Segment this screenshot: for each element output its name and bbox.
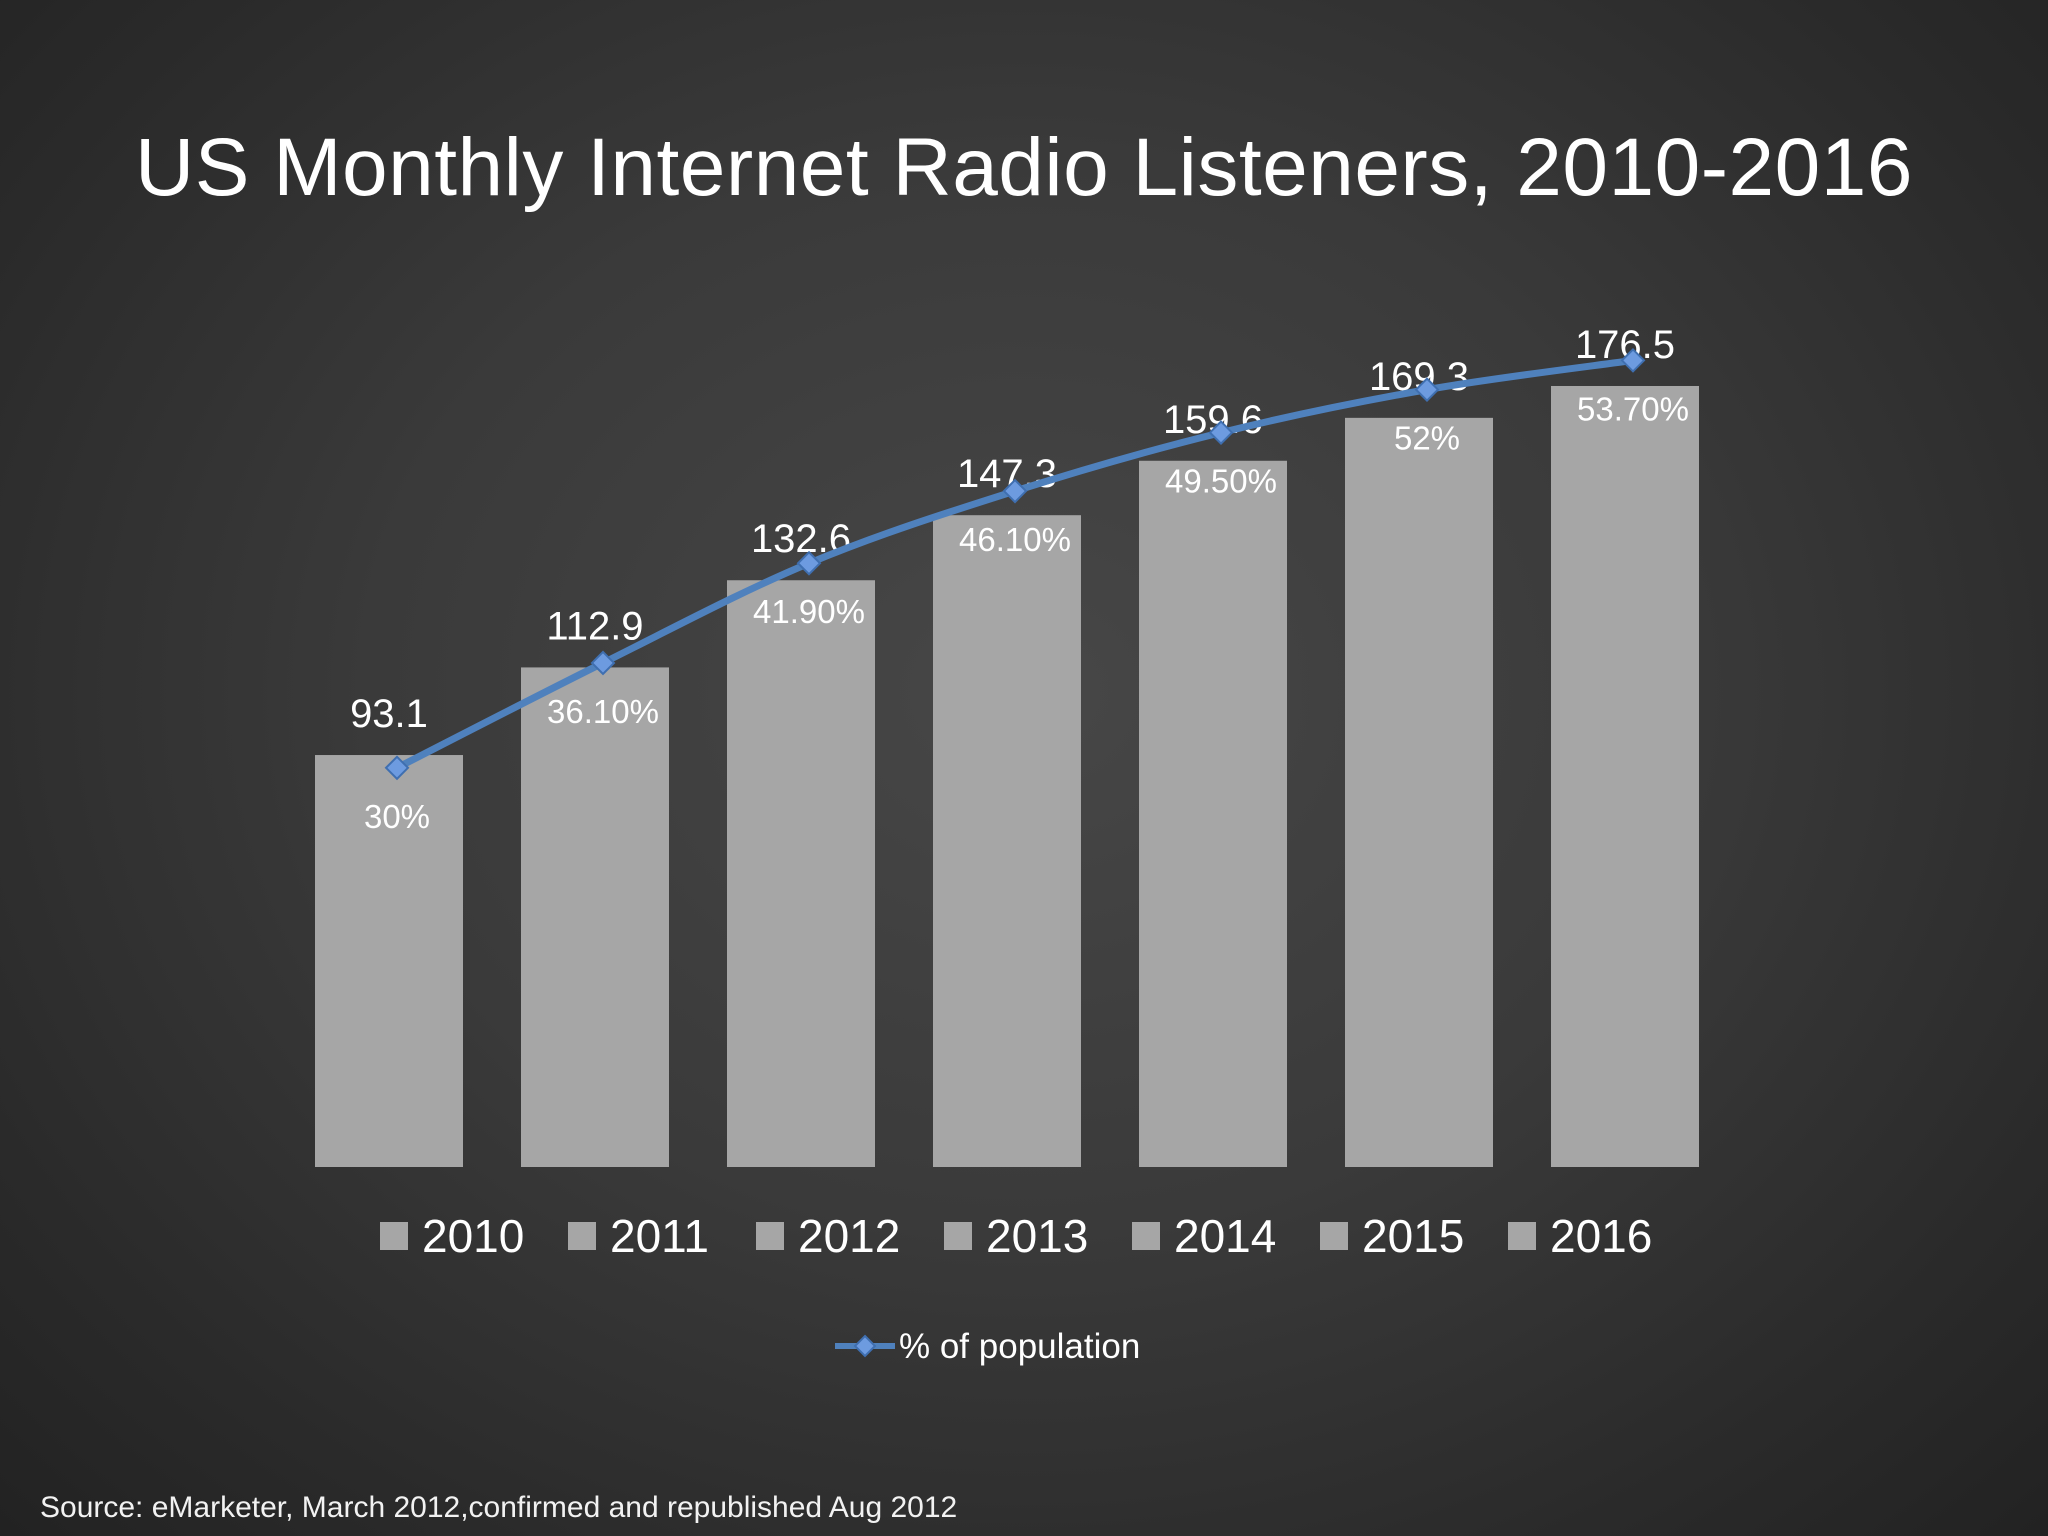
line-value-label: 41.90% <box>753 593 865 630</box>
legend: 2010 2011 2012 2013 2014 2015 2016 % of populat… <box>380 1210 1652 1366</box>
bars-layer <box>315 385 1699 1167</box>
legend-label-2015: 2015 <box>1362 1210 1464 1262</box>
legend-label-2012: 2012 <box>798 1210 900 1262</box>
legend-swatch <box>380 1222 408 1250</box>
bar-value-label: 93.1 <box>350 692 428 736</box>
line-point-2015 <box>1414 377 1440 403</box>
legend-label-2013: 2013 <box>986 1210 1088 1262</box>
line-labels-layer: 30% 36.10% 41.90% 46.10% 49.50% 52% 53.70% <box>364 390 1689 834</box>
bar-2010 <box>315 755 463 1167</box>
legend-swatch <box>944 1222 972 1250</box>
line-value-label: 36.10% <box>547 693 659 730</box>
line-point-2014 <box>1208 420 1234 446</box>
bar-2016 <box>1551 385 1699 1167</box>
line-point-2016 <box>1620 347 1646 373</box>
legend-label-population: % of population <box>899 1327 1140 1366</box>
legend-label-2014: 2014 <box>1174 1210 1276 1262</box>
line-value-label: 30% <box>364 798 430 835</box>
chart-title: US Monthly Internet Radio Listeners, 201… <box>135 122 1913 213</box>
legend-label-2016: 2016 <box>1550 1210 1652 1262</box>
line-value-label: 53.70% <box>1577 390 1689 427</box>
bar-2012 <box>727 580 875 1167</box>
source-note: Source: eMarketer, March 2012,confirmed … <box>40 1491 958 1524</box>
bar-value-label: 112.9 <box>546 604 643 648</box>
line-value-label: 49.50% <box>1165 463 1277 500</box>
line-layer <box>384 347 1646 781</box>
line-value-label: 46.10% <box>959 521 1071 558</box>
line-value-label: 52% <box>1394 420 1460 457</box>
legend-line-marker <box>853 1334 877 1358</box>
legend-swatch <box>1320 1222 1348 1250</box>
legend-swatch <box>756 1222 784 1250</box>
bar-2011 <box>521 667 669 1167</box>
line-point-2010 <box>384 755 410 781</box>
bar-2015 <box>1345 417 1493 1167</box>
legend-label-2011: 2011 <box>610 1210 709 1262</box>
line-point-2012 <box>796 550 822 576</box>
legend-label-2010: 2010 <box>422 1210 524 1262</box>
bar-2013 <box>933 515 1081 1167</box>
legend-swatch <box>568 1222 596 1250</box>
bar-2014 <box>1139 460 1287 1167</box>
legend-swatch <box>1132 1222 1160 1250</box>
legend-swatch <box>1508 1222 1536 1250</box>
line-point-2013 <box>1002 478 1028 504</box>
line-point-2011 <box>590 650 616 676</box>
